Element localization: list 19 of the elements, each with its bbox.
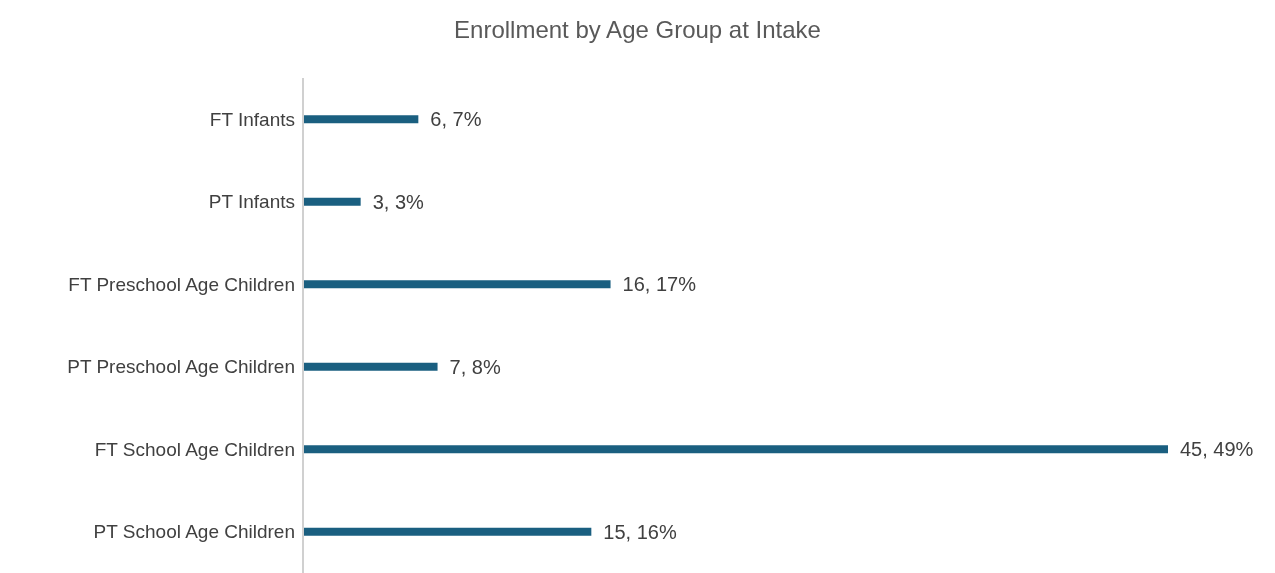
bar (303, 445, 1168, 454)
data-label: 6, 7% (430, 108, 482, 131)
y-tick-label: PT Preschool Age Children (67, 356, 295, 378)
chart-title: Enrollment by Age Group at Intake (453, 15, 822, 45)
bar (303, 115, 419, 124)
data-label: 7, 8% (449, 355, 501, 378)
data-label: 3, 3% (372, 190, 425, 213)
y-tick-label: FT Preschool Age Children (68, 273, 295, 295)
data-label: 45, 49% (1180, 438, 1254, 461)
y-tick-label: FT School Age Children (94, 438, 295, 460)
bar (303, 362, 438, 371)
bar (303, 197, 361, 206)
y-tick-label: FT Infants (209, 109, 295, 130)
data-label: 16, 17% (622, 273, 697, 296)
bar (303, 280, 611, 289)
data-label: 15, 16% (603, 520, 677, 543)
y-tick-label: PT School Age Children (93, 521, 295, 543)
y-tick-label: PT Infants (208, 191, 295, 213)
bar (303, 527, 592, 536)
